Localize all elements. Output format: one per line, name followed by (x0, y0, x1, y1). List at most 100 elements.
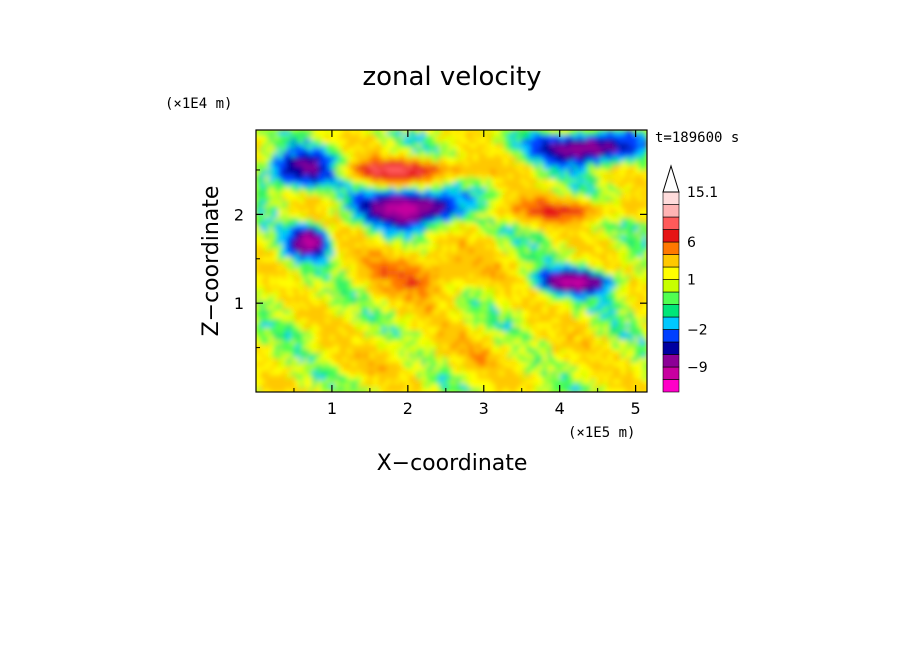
field-cell (590, 365, 596, 371)
field-cell (494, 191, 500, 197)
field-cell (403, 339, 409, 345)
field-cell (303, 330, 309, 336)
field-cell (303, 322, 309, 328)
field-cell (325, 204, 331, 210)
field-cell (455, 361, 461, 367)
field-cell (438, 357, 444, 363)
field-cell (490, 370, 496, 376)
field-cell (538, 269, 544, 275)
field-cell (364, 335, 370, 341)
field-cell (299, 234, 305, 240)
field-cell (481, 322, 487, 328)
field-cell (429, 191, 435, 197)
field-cell (494, 230, 500, 236)
field-cell (403, 309, 409, 314)
field-cell (486, 343, 492, 349)
field-cell (521, 191, 526, 197)
field-cell (521, 291, 526, 297)
field-cell (442, 182, 448, 188)
field-cell (464, 374, 470, 380)
field-cell (321, 156, 327, 162)
field-cell (590, 370, 596, 376)
field-cell (590, 230, 596, 236)
field-cell (525, 291, 531, 297)
field-cell (256, 226, 261, 232)
field-cell (447, 387, 453, 392)
field-cell (542, 195, 548, 201)
field-cell (560, 247, 566, 253)
field-cell (534, 278, 539, 284)
field-cell (403, 291, 409, 297)
field-cell (455, 226, 461, 232)
field-cell (481, 261, 487, 266)
field-cell (525, 252, 531, 258)
field-cell (282, 182, 288, 188)
field-cell (364, 265, 370, 271)
field-cell (425, 226, 431, 232)
field-cell (473, 243, 479, 249)
field-cell (447, 191, 453, 197)
field-cell (473, 365, 479, 371)
field-cell (547, 326, 553, 332)
field-cell (269, 186, 274, 192)
field-cell (473, 387, 479, 392)
field-cell (408, 365, 413, 371)
field-cell (629, 387, 635, 392)
field-cell (629, 291, 635, 297)
field-cell (360, 348, 366, 354)
field-cell (368, 269, 374, 275)
field-cell (269, 204, 274, 210)
field-cell (277, 204, 283, 210)
field-cell (477, 173, 483, 179)
field-cell (408, 212, 413, 218)
field-cell (442, 370, 448, 376)
field-cell (594, 274, 600, 280)
field-cell (568, 291, 574, 297)
field-cell (594, 383, 600, 389)
field-cell (638, 221, 644, 227)
field-cell (303, 282, 309, 288)
field-cell (425, 239, 431, 245)
field-cell (329, 269, 335, 275)
field-cell (386, 378, 392, 384)
field-cell (512, 295, 518, 301)
field-cell (395, 230, 400, 236)
field-cell (594, 265, 600, 271)
field-cell (342, 370, 348, 376)
field-cell (464, 352, 470, 358)
field-cell (390, 169, 396, 175)
field-cell (616, 352, 622, 358)
field-cell (607, 160, 613, 166)
field-cell (421, 212, 427, 218)
field-cell (308, 330, 314, 336)
field-cell (599, 178, 605, 183)
field-cell (534, 204, 539, 210)
field-cell (486, 182, 492, 188)
field-cell (586, 330, 592, 336)
field-cell (507, 182, 513, 188)
field-cell (564, 169, 570, 175)
field-cell (594, 282, 600, 288)
field-cell (395, 265, 400, 271)
field-cell (403, 274, 409, 280)
field-cell (551, 274, 557, 280)
field-cell (603, 365, 609, 371)
field-cell (616, 295, 622, 301)
field-cell (368, 265, 374, 271)
field-cell (408, 335, 413, 341)
field-cell (425, 234, 431, 240)
field-cell (264, 304, 270, 310)
field-cell (616, 160, 622, 166)
field-cell (638, 234, 644, 240)
field-cell (499, 178, 505, 183)
field-cell (277, 261, 283, 266)
field-cell (381, 335, 387, 341)
field-cell (612, 261, 618, 266)
field-cell (399, 239, 405, 245)
field-cell (542, 357, 548, 363)
field-cell (494, 212, 500, 218)
field-cell (620, 313, 626, 319)
field-cell (490, 339, 496, 345)
field-cell (316, 370, 322, 376)
field-cell (477, 330, 483, 336)
